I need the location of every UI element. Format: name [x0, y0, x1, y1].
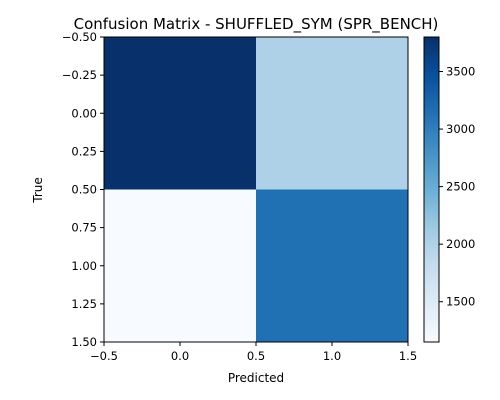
y-axis-label: True: [31, 177, 45, 204]
colorbar: [424, 37, 439, 342]
x-tick-label: 1.0: [323, 349, 341, 363]
colorbar-ticks: 1500 2000 2500 3000 3500: [439, 65, 475, 309]
heatmap-cell-1-0: [104, 190, 256, 343]
colorbar-tick-label: 3000: [446, 122, 475, 136]
heatmap-cells: [104, 37, 408, 342]
chart-title: Confusion Matrix - SHUFFLED_SYM (SPR_BEN…: [74, 15, 439, 34]
heatmap-cell-0-0: [104, 37, 256, 190]
colorbar-tick-label: 2500: [446, 180, 475, 194]
y-tick-label: 1.50: [71, 335, 97, 349]
y-tick-label: −0.25: [62, 68, 97, 82]
y-tick-label: −0.50: [62, 30, 97, 44]
x-axis-label: Predicted: [228, 371, 284, 385]
y-tick-label: 0.50: [71, 183, 97, 197]
colorbar-tick-label: 3500: [446, 65, 475, 79]
x-tick-label: 1.5: [399, 349, 417, 363]
x-tick-label: 0.5: [247, 349, 265, 363]
y-tick-label: 1.25: [71, 297, 97, 311]
x-tick-label: 0.0: [171, 349, 189, 363]
x-axis-ticks: −0.5 0.0 0.5 1.0 1.5: [90, 342, 417, 363]
y-tick-label: 1.00: [71, 259, 97, 273]
colorbar-tick-label: 2000: [446, 237, 475, 251]
x-tick-label: −0.5: [90, 349, 118, 363]
y-tick-label: 0.00: [71, 106, 97, 120]
heatmap-cell-1-1: [256, 190, 408, 343]
y-tick-label: 0.75: [71, 221, 97, 235]
y-tick-label: 0.25: [71, 144, 97, 158]
colorbar-tick-label: 1500: [446, 295, 475, 309]
heatmap-cell-0-1: [256, 37, 408, 190]
y-axis-ticks: −0.50 −0.25 0.00 0.25 0.50 0.75 1.00 1.25 1.50: [62, 30, 104, 349]
